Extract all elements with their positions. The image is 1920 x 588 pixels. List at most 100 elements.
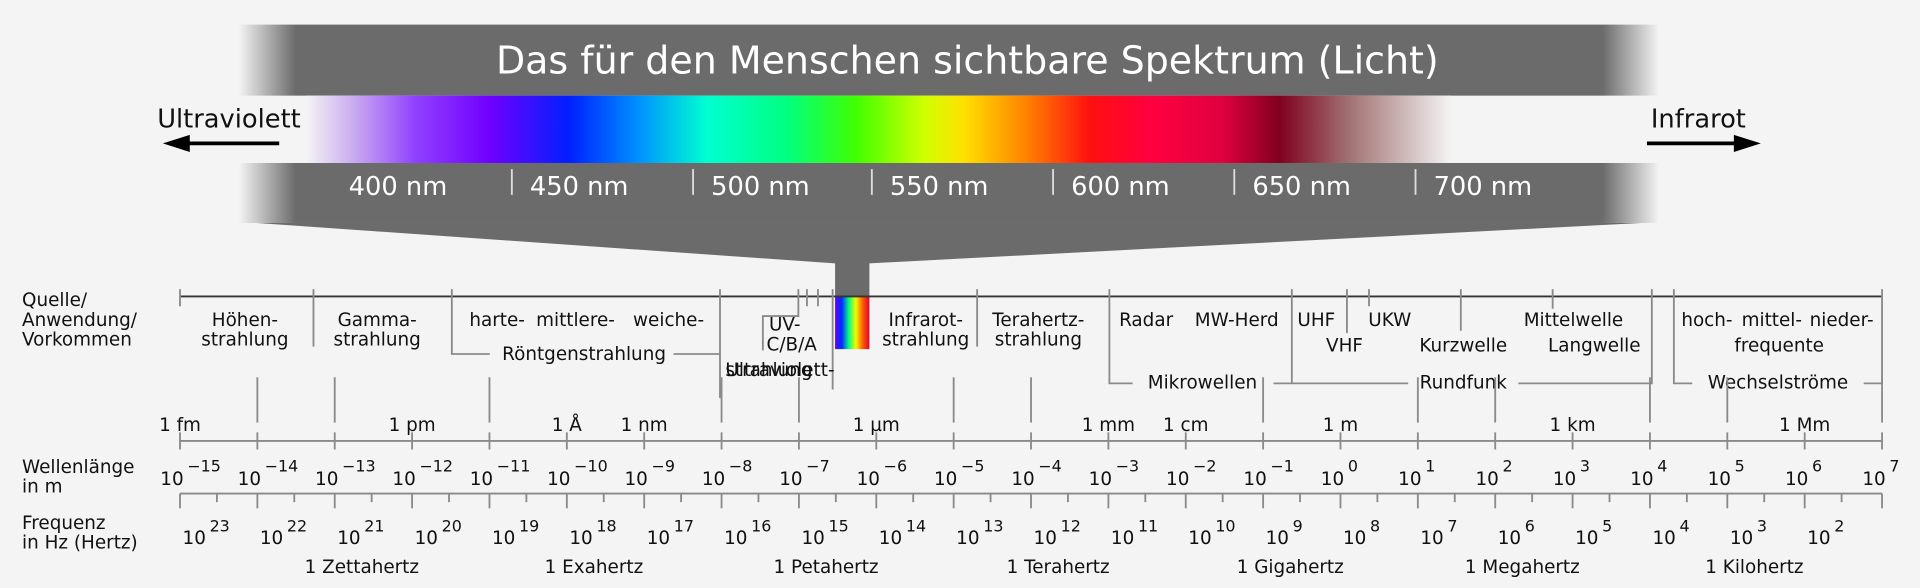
wavelength-exponent: −2 [1193, 457, 1216, 476]
source-label: Rundfunk [1420, 372, 1508, 393]
power-base: 10 [183, 528, 206, 549]
wavelength-exponent: −10 [574, 457, 608, 476]
frequency-exponent: 4 [1680, 517, 1690, 536]
power-base: 10 [1011, 469, 1034, 490]
nm-label: 450 nm [530, 172, 629, 202]
wavelength-exponent: −15 [187, 457, 221, 476]
power-base: 10 [1034, 528, 1057, 549]
power-base: 10 [1730, 528, 1753, 549]
power-base: 10 [702, 469, 725, 490]
infrared-label: Infrarot [1651, 104, 1746, 134]
frequency-exponent: 16 [751, 517, 771, 536]
nm-label: 650 nm [1252, 172, 1351, 202]
source-label: strahlung [201, 329, 288, 350]
power-base: 10 [1575, 528, 1598, 549]
wavelength-exponent: 7 [1889, 457, 1899, 476]
power-base: 10 [724, 528, 747, 549]
wavelength-exponent: 3 [1580, 457, 1590, 476]
frequency-exponent: 6 [1525, 517, 1535, 536]
ultraviolet-label: Ultraviolett [157, 104, 301, 134]
frequency-exponent: 15 [828, 517, 848, 536]
source-label: frequente [1734, 336, 1824, 357]
nm-label: 400 nm [349, 172, 448, 202]
frequency-exponent: 5 [1602, 517, 1612, 536]
title-band [238, 24, 1660, 96]
source-label: strahlung [995, 329, 1082, 350]
wavelength-unit: 1 fm [159, 415, 201, 436]
frequency-exponent: 19 [519, 517, 539, 536]
source-label: weiche- [633, 310, 704, 331]
power-base: 10 [392, 469, 415, 490]
wavelength-exponent: −12 [419, 457, 453, 476]
power-base: 10 [1476, 469, 1499, 490]
power-base: 10 [1243, 469, 1266, 490]
power-base: 10 [1498, 528, 1521, 549]
frequency-unit: 1 Exahertz [545, 557, 644, 578]
nm-label: 700 nm [1434, 172, 1533, 202]
wavelength-unit: 1 m [1323, 415, 1358, 436]
wavelength-exponent: −3 [1116, 457, 1139, 476]
power-base: 10 [956, 528, 979, 549]
power-base: 10 [1188, 528, 1211, 549]
source-label: Langwelle [1548, 336, 1641, 357]
wavelength-exponent: −9 [652, 457, 675, 476]
wavelength-exponent: −4 [1038, 457, 1061, 476]
wavelength-exponent: −8 [729, 457, 752, 476]
source-label: Höhen- [212, 310, 278, 331]
power-base: 10 [492, 528, 515, 549]
wavelength-exponent: 0 [1348, 457, 1358, 476]
power-base: 10 [415, 528, 438, 549]
frequency-unit: 1 Zettahertz [305, 557, 419, 578]
frequency-exponent: 13 [983, 517, 1003, 536]
source-label: hoch- [1681, 310, 1732, 331]
wavelength-unit: 1 pm [389, 415, 436, 436]
wavelength-exponent: 4 [1657, 457, 1667, 476]
row-label: Anwendung/ [22, 310, 138, 331]
power-base: 10 [1089, 469, 1112, 490]
power-base: 10 [238, 469, 261, 490]
source-label: UHF [1297, 310, 1335, 331]
source-label: Gamma- [338, 310, 417, 331]
source-label: UKW [1368, 310, 1411, 331]
bracket-lines [179, 289, 1883, 399]
source-label: Radar [1119, 310, 1174, 331]
source-label: Terahertz- [991, 310, 1084, 331]
power-base: 10 [315, 469, 338, 490]
frequency-unit: 1 Petahertz [774, 557, 879, 578]
row-label: Frequenz [22, 513, 106, 534]
source-label: UV- [769, 315, 801, 336]
frequency-exponent: 3 [1757, 517, 1767, 536]
wavelength-unit: 1 nm [621, 415, 668, 436]
frequency-exponent: 10 [1215, 517, 1235, 536]
power-base: 10 [1807, 528, 1830, 549]
power-base: 10 [647, 528, 670, 549]
frequency-exponent: 2 [1834, 517, 1844, 536]
wavelength-exponent: −13 [342, 457, 376, 476]
row-label: Wellenlänge [22, 457, 134, 478]
wavelength-unit: 1 mm [1082, 415, 1135, 436]
wavelength-exponent: −11 [497, 457, 531, 476]
row-label: Quelle/ [22, 290, 88, 311]
frequency-exponent: 21 [364, 517, 384, 536]
row-label: in Hz (Hertz) [22, 533, 138, 554]
wavelength-exponent: −14 [265, 457, 299, 476]
frequency-unit: 1 Megahertz [1465, 557, 1580, 578]
frequency-unit: 1 Kilohertz [1705, 557, 1803, 578]
wavelength-unit: 1 Mm [1779, 415, 1830, 436]
source-label: Röntgenstrahlung [502, 344, 666, 365]
source-label: Wechselströme [1708, 372, 1848, 393]
power-base: 10 [1398, 469, 1421, 490]
power-base: 10 [1785, 469, 1808, 490]
source-label: Mittelwelle [1524, 310, 1624, 331]
power-base: 10 [260, 528, 283, 549]
wavelength-exponent: 6 [1812, 457, 1822, 476]
power-base: 10 [779, 469, 802, 490]
row-label: Vorkommen [22, 329, 132, 350]
wavelength-exponent: 1 [1425, 457, 1435, 476]
frequency-exponent: 11 [1138, 517, 1158, 536]
source-label: Kurzwelle [1419, 336, 1507, 357]
arrows [162, 134, 1761, 152]
power-base: 10 [1708, 469, 1731, 490]
